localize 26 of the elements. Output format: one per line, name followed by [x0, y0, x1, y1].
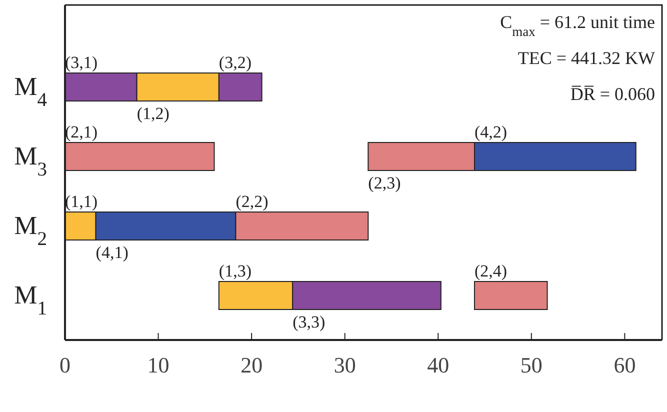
annotation: (2,4) — [474, 261, 508, 280]
annotation: (2,2) — [236, 192, 268, 211]
annotation: (3,3) — [292, 312, 326, 332]
y-tick-label: M$_{2}$ — [14, 210, 47, 250]
annotation: (2,1) — [65, 122, 98, 142]
x-tick-label: 40 — [427, 352, 450, 378]
annotation: D̅R̅ = 0.060 — [570, 84, 655, 104]
x-tick-label: 10 — [147, 352, 170, 378]
y-tick-label: M$_{3}$ — [14, 141, 47, 180]
annotation: (3,1) — [65, 52, 98, 72]
annotation: (1,2) — [136, 104, 170, 123]
x-tick-label: 60 — [614, 352, 636, 378]
annotation: (4,2) — [474, 122, 508, 142]
annotation: (2,3) — [368, 173, 401, 192]
annotation: (1,1) — [65, 192, 98, 211]
y-tick-label: M$_{4}$ — [14, 72, 48, 110]
x-tick-label: 30 — [334, 352, 356, 378]
x-tick-label: 50 — [520, 352, 542, 378]
annotation: TEC = 441.32 KW — [518, 48, 656, 68]
annotation: (1,3) — [218, 261, 252, 280]
annotation: (3,2) — [218, 52, 252, 72]
x-tick-label: 20 — [240, 352, 263, 378]
annotation: C$_{max}$ = 61.2 unit time — [500, 12, 655, 38]
x-tick-label: 0 — [60, 352, 70, 378]
annotation: (4,1) — [96, 242, 128, 262]
y-tick-label: M$_{1}$ — [14, 280, 47, 319]
